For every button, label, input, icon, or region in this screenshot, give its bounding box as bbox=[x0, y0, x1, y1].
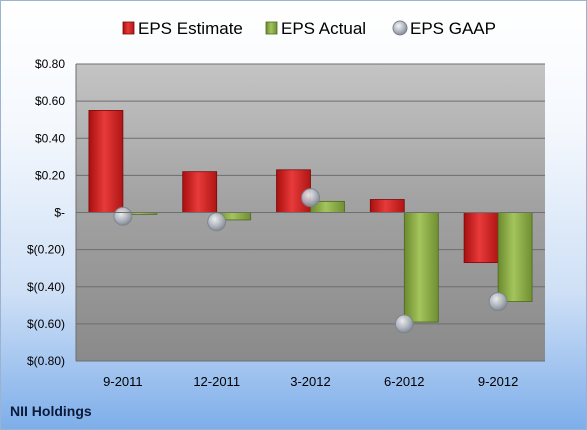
eps-gaap-point bbox=[394, 314, 414, 334]
x-tick-label: 9-2011 bbox=[103, 374, 143, 389]
y-tick-label: $(0.60) bbox=[27, 317, 65, 331]
legend: EPS Estimate EPS Actual EPS GAAP bbox=[122, 19, 496, 38]
y-tick-label: $(0.20) bbox=[27, 243, 65, 257]
x-tick-label: 6-2012 bbox=[384, 374, 424, 389]
eps-estimate-bar bbox=[463, 212, 499, 264]
eps-gaap-point bbox=[301, 188, 320, 208]
legend-eps-gaap-swatch bbox=[392, 20, 408, 36]
legend-eps-actual-swatch bbox=[265, 21, 278, 35]
y-tick-label: $0.40 bbox=[35, 131, 65, 145]
x-tick-label: 9-2012 bbox=[478, 374, 518, 389]
eps-actual-bar bbox=[497, 212, 533, 302]
x-tick-label: 12-2011 bbox=[193, 374, 240, 389]
legend-eps-gaap-label: EPS GAAP bbox=[410, 19, 496, 38]
legend-eps-actual-label: EPS Actual bbox=[281, 19, 366, 38]
legend-eps-estimate-swatch bbox=[122, 21, 135, 35]
eps-estimate-bar bbox=[369, 199, 405, 213]
eps-actual-bar bbox=[403, 212, 439, 323]
plot-area: $0.80 $0.60 $0.40 $0.20 $- $(0.20) $(0.40) $(0.… bbox=[27, 57, 545, 389]
eps-gaap-point bbox=[113, 206, 133, 226]
y-tick-label: $0.20 bbox=[35, 168, 65, 182]
y-tick-label: $0.60 bbox=[35, 94, 65, 108]
eps-estimate-bar bbox=[182, 171, 218, 213]
y-tick-label: $(0.80) bbox=[27, 354, 65, 368]
company-name: NII Holdings bbox=[10, 403, 92, 419]
y-tick-label: $0.80 bbox=[35, 57, 65, 71]
legend-eps-estimate-label: EPS Estimate bbox=[138, 19, 243, 38]
eps-gaap-point bbox=[207, 212, 227, 232]
y-tick-label: $(0.40) bbox=[27, 280, 65, 294]
y-tick-label: $- bbox=[54, 206, 65, 220]
x-tick-label: 3-2012 bbox=[290, 374, 330, 389]
eps-estimate-bar bbox=[88, 110, 124, 213]
eps-gaap-point bbox=[488, 292, 508, 312]
